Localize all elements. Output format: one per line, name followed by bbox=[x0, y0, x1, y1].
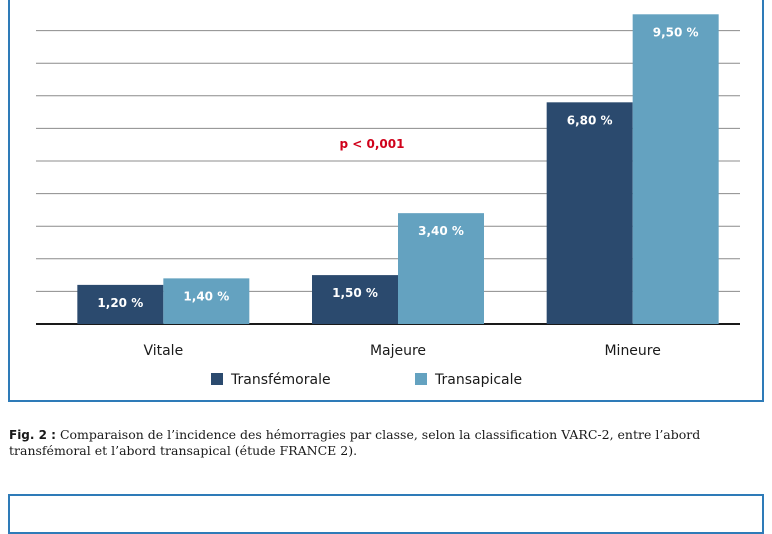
legend-swatch bbox=[415, 373, 427, 385]
legend-label: Transfémorale bbox=[230, 372, 331, 388]
bar bbox=[163, 278, 250, 324]
bar-chart: 1,20 % 1,40 % Vitale 1,50 % 3,40 % Majeure 6,8… bbox=[36, 14, 740, 388]
chart-frame: 1,20 % 1,40 % Vitale 1,50 % 3,40 % Majeure 6,8… bbox=[8, 0, 764, 402]
p-value-annotation: p < 0,001 bbox=[340, 137, 405, 151]
legend-label: Transapicale bbox=[434, 372, 522, 388]
caption-text: Comparaison de l’incidence des hémorragi… bbox=[9, 427, 701, 458]
bar-value-label: 9,50 % bbox=[653, 25, 699, 39]
bar bbox=[546, 102, 633, 324]
caption-label: Fig. 2 : bbox=[9, 428, 56, 442]
next-figure-frame bbox=[8, 494, 764, 534]
category-label: Mineure bbox=[604, 343, 660, 359]
bar bbox=[632, 14, 719, 325]
category-label: Majeure bbox=[370, 343, 426, 359]
figure-caption: Fig. 2 : Comparaison de l’incidence des … bbox=[9, 427, 764, 459]
bar-value-label: 3,40 % bbox=[418, 224, 464, 238]
bar bbox=[398, 213, 484, 324]
category-label: Vitale bbox=[143, 343, 183, 359]
bar-value-label: 1,40 % bbox=[183, 289, 229, 303]
legend-swatch bbox=[211, 373, 223, 385]
bar-value-label: 6,80 % bbox=[567, 113, 613, 127]
bar-value-label: 1,50 % bbox=[332, 286, 378, 300]
bar bbox=[312, 275, 398, 324]
bar-value-label: 1,20 % bbox=[97, 296, 143, 310]
bar bbox=[77, 284, 164, 324]
